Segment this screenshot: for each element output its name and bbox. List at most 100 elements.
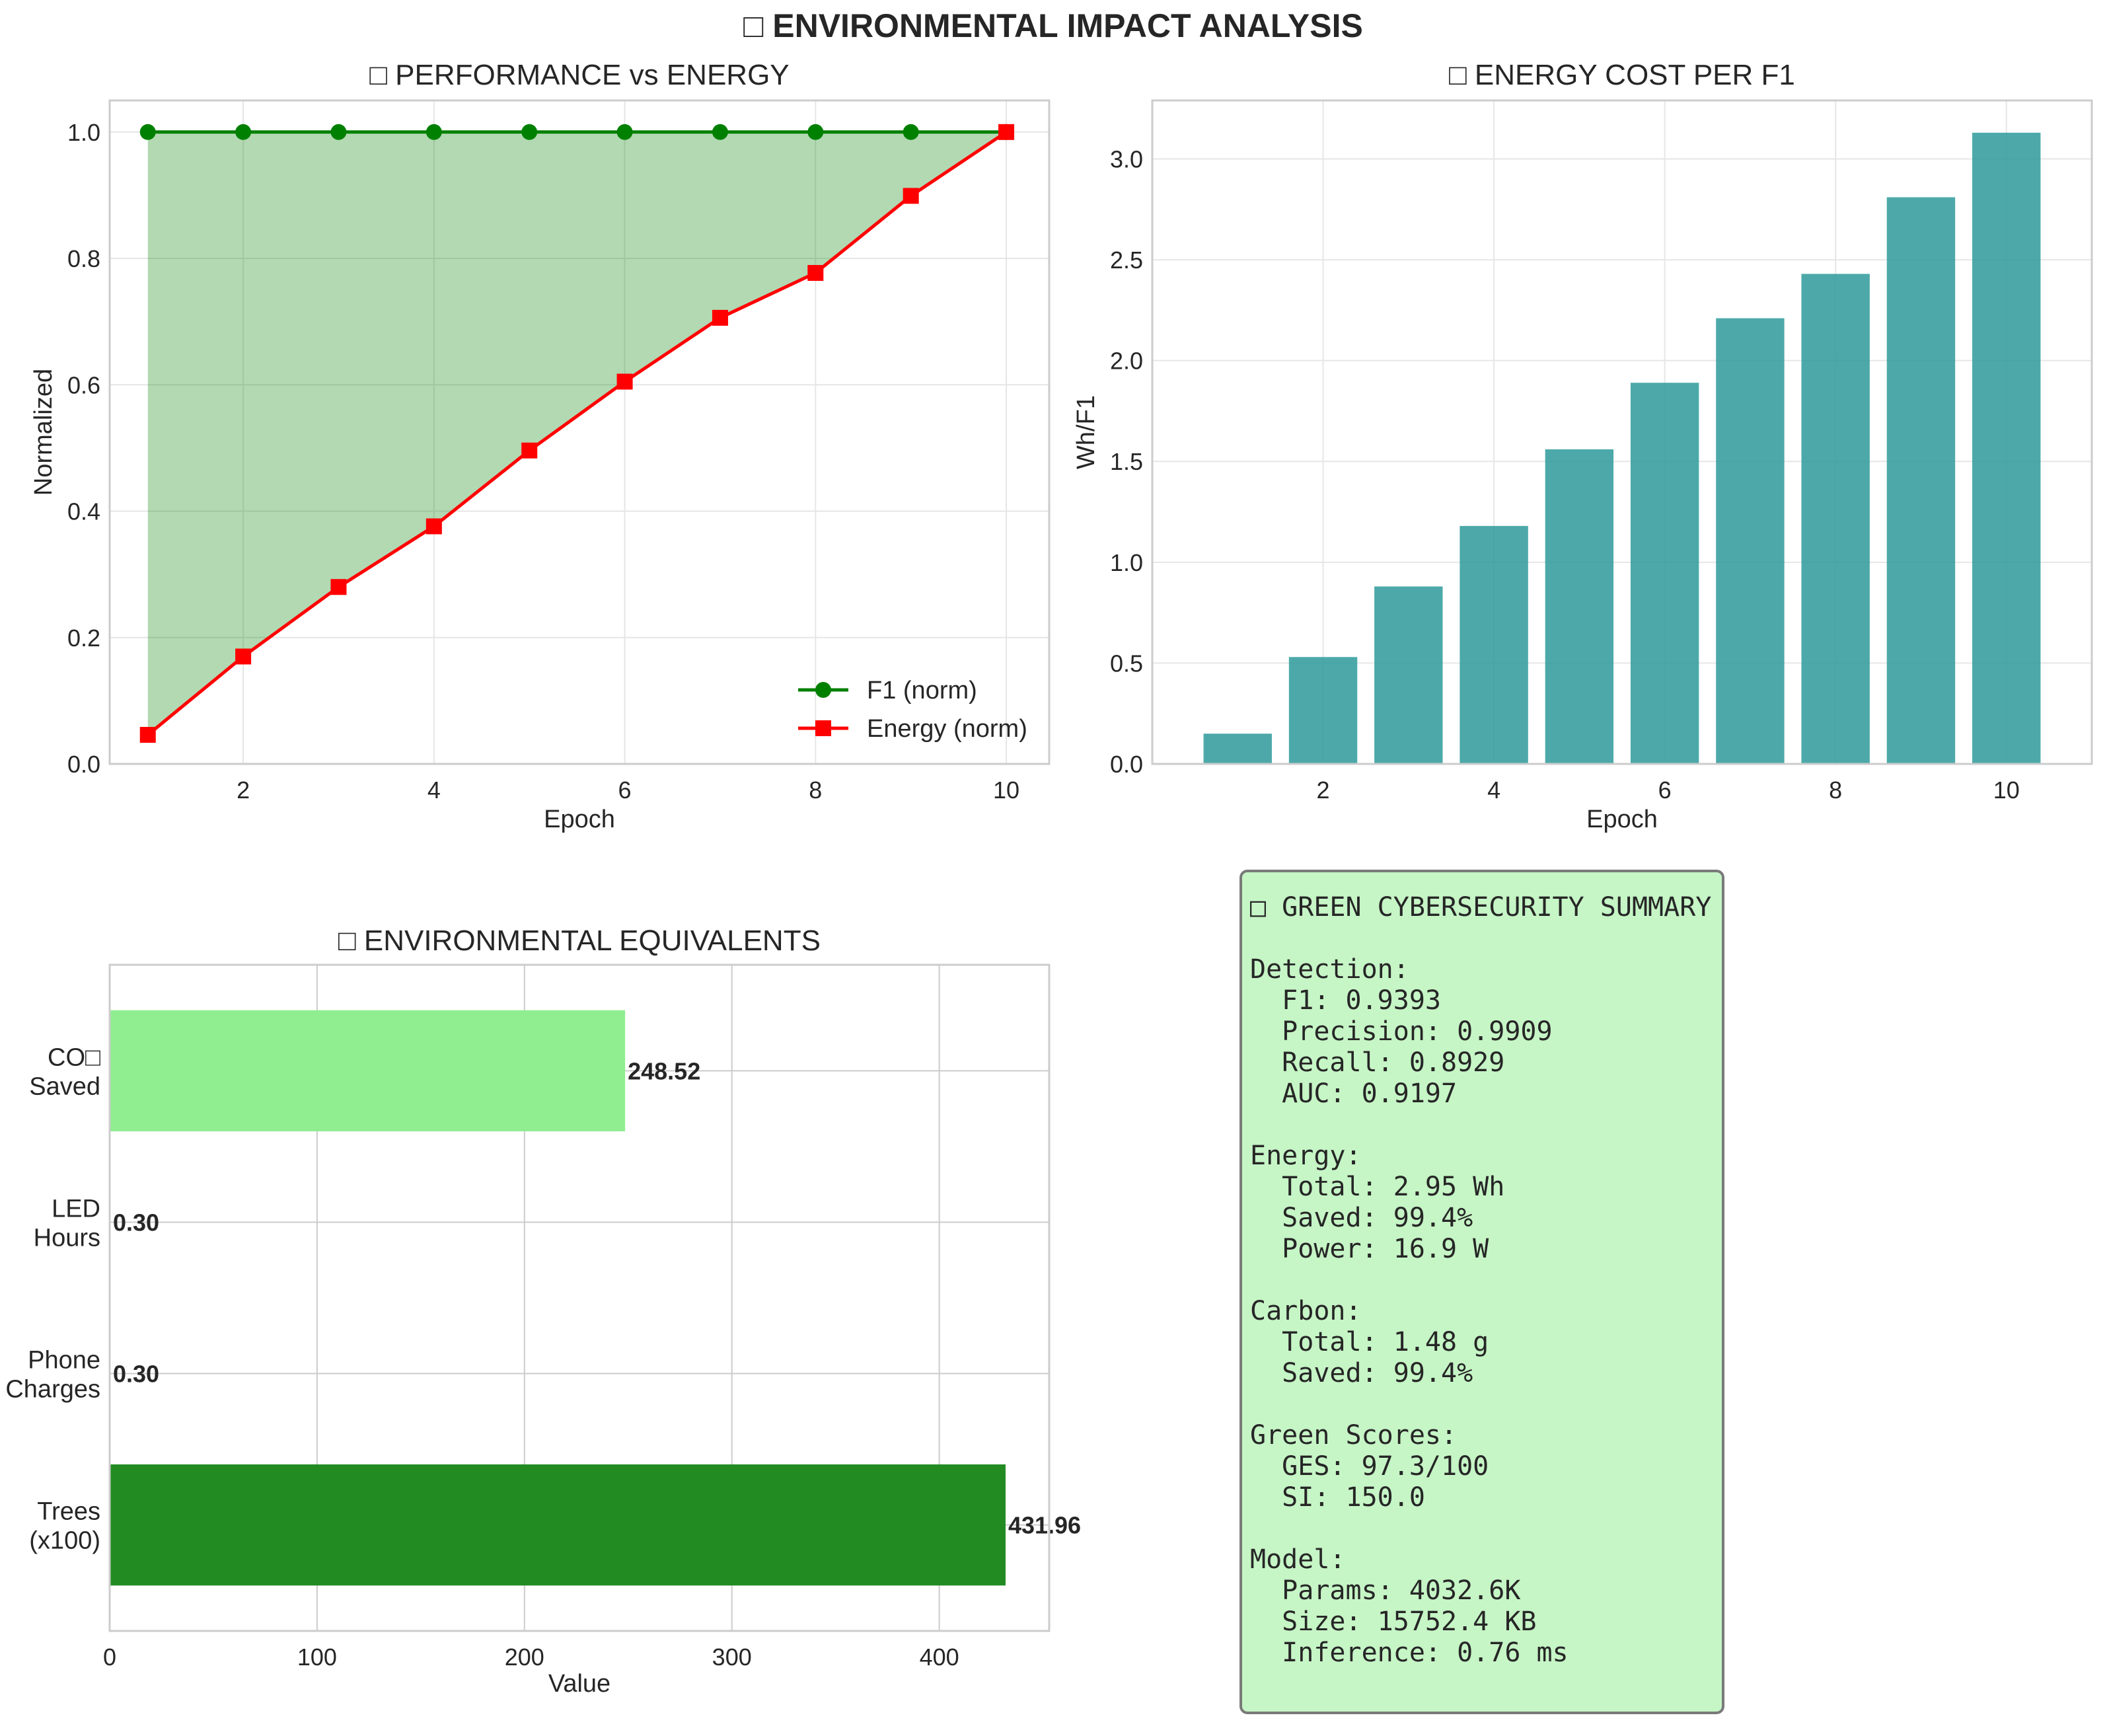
- energy-cost-bar-epoch-6: [1630, 383, 1699, 764]
- x-tick-label: 4: [427, 776, 441, 804]
- energy-marker: [425, 518, 442, 535]
- x-axis-label: Epoch: [544, 806, 615, 833]
- f1-marker: [807, 124, 824, 140]
- summary-line: Total: 2.95 Wh: [1250, 1172, 1505, 1202]
- energy-marker: [807, 265, 824, 282]
- summary-line: Power: 16.9 W: [1250, 1234, 1489, 1264]
- energy-cost-per-f1-chart: □ ENERGY COST PER F1 2 4 6 8 10 0.0 0.5 1.0 1.5 2.…: [1072, 59, 2093, 833]
- plot-frame: [1151, 99, 2093, 765]
- f1-marker: [521, 124, 538, 140]
- summary-line: F1: 0.9393: [1250, 985, 1441, 1016]
- y-tick-label: 0.5: [1110, 650, 1143, 677]
- summary-line: Inference: 0.76 ms: [1250, 1638, 1569, 1668]
- y-tick-label: 1.5: [1110, 448, 1143, 475]
- energy-cost-bar-epoch-7: [1716, 318, 1785, 764]
- y-axis-label: Wh/F1: [1072, 395, 1100, 469]
- energy-marker: [712, 309, 728, 326]
- x-axis-label: Value: [548, 1670, 610, 1698]
- x-tick-label: 8: [809, 776, 822, 804]
- legend-marker: [815, 720, 831, 736]
- energy-cost-bar-epoch-9: [1886, 197, 1956, 765]
- y-tick-label: 2.5: [1110, 246, 1143, 274]
- summary-line: AUC: 0.9197: [1250, 1078, 1458, 1109]
- equivalent-bar-3: [110, 1464, 1006, 1586]
- x-axis-label: Epoch: [1586, 806, 1658, 833]
- energy-marker: [521, 442, 538, 459]
- chart-title: □ ENVIRONMENTAL EQUIVALENTS: [338, 925, 821, 957]
- summary-line: Saved: 99.4%: [1250, 1203, 1473, 1233]
- summary-line: Saved: 99.4%: [1250, 1358, 1473, 1388]
- summary-line: Size: 15752.4 KB: [1250, 1606, 1537, 1637]
- y-tick-label: 1.0: [67, 119, 100, 146]
- series-line-energy: [147, 130, 1008, 736]
- performance-vs-energy-chart: □ PERFORMANCE vs ENERGY 2 4 6 8 10 0.0 0.2 0.4 0.…: [30, 59, 1051, 833]
- summary-line: Green Scores:: [1250, 1420, 1458, 1451]
- energy-marker: [616, 373, 633, 390]
- energy-marker: [903, 188, 919, 204]
- summary-line: Energy:: [1250, 1141, 1362, 1171]
- environmental-equivalents-chart: □ ENVIRONMENTAL EQUIVALENTS 0 100 200 300 400…: [5, 925, 1081, 1698]
- plot-frame: [108, 99, 1051, 765]
- figure-title: □ ENVIRONMENTAL IMPACT ANALYSIS: [743, 7, 1363, 44]
- y-tick-label: 3.0: [1110, 145, 1143, 172]
- x-tick-label: 300: [712, 1643, 752, 1671]
- chart-title: □ PERFORMANCE vs ENERGY: [369, 59, 789, 91]
- energy-marker: [998, 124, 1015, 140]
- y-tick-label: LED: [52, 1195, 100, 1223]
- green-cybersecurity-summary-box: □ GREEN CYBERSECURITY SUMMARY Detection: …: [1239, 870, 1724, 1714]
- summary-line: Detection:: [1250, 954, 1409, 985]
- energy-cost-bar-epoch-3: [1374, 586, 1443, 764]
- y-tick-label: CO□: [48, 1043, 100, 1071]
- x-tick-label: 10: [1993, 776, 2020, 804]
- summary-line: [1250, 1265, 1722, 1296]
- y-tick-label: 0.0: [67, 751, 100, 778]
- summary-line: [1250, 1513, 1722, 1544]
- y-tick-label: (x100): [29, 1527, 100, 1555]
- x-tick-label: 2: [237, 776, 250, 804]
- summary-line: [1250, 1110, 1722, 1141]
- y-tick-label: 0.8: [67, 245, 100, 272]
- chart-title: □ ENERGY COST PER F1: [1449, 59, 1795, 91]
- f1-marker: [330, 124, 347, 140]
- energy-marker: [139, 727, 156, 743]
- energy-cost-bar-epoch-8: [1801, 274, 1870, 765]
- f1-marker: [139, 124, 156, 140]
- x-tick-label: 2: [1317, 776, 1330, 804]
- energy-cost-bar-epoch-4: [1460, 525, 1528, 764]
- y-axis-label: Normalized: [30, 369, 57, 496]
- summary-line: GES: 97.3/100: [1250, 1451, 1489, 1482]
- y-tick-label: 1.0: [1110, 549, 1143, 576]
- x-tick-label: 8: [1829, 776, 1842, 804]
- bar-value-label: 431.96: [1008, 1512, 1081, 1539]
- energy-marker: [235, 648, 252, 665]
- x-tick-label: 100: [297, 1643, 337, 1671]
- plot-frame: [108, 963, 1051, 1632]
- summary-line: Recall: 0.8929: [1250, 1047, 1505, 1078]
- summary-line: [1250, 1389, 1722, 1420]
- y-tick-label: 0.4: [67, 498, 100, 525]
- energy-cost-bar-epoch-2: [1288, 657, 1358, 764]
- summary-line: [1250, 923, 1722, 954]
- y-tick-label: 0.2: [67, 624, 100, 652]
- f1-marker: [903, 124, 919, 140]
- energy-cost-bar-epoch-10: [1972, 132, 2041, 764]
- bar-value-label: 0.30: [113, 1209, 159, 1236]
- x-tick-label: 4: [1487, 776, 1500, 804]
- y-tick-label: 0.0: [1110, 751, 1143, 778]
- summary-line: SI: 150.0: [1250, 1482, 1425, 1513]
- x-tick-label: 6: [618, 776, 632, 804]
- summary-line: □ GREEN CYBERSECURITY SUMMARY: [1250, 892, 1712, 923]
- x-tick-label: 0: [103, 1643, 116, 1671]
- summary-line: Model:: [1250, 1544, 1346, 1575]
- summary-line: Precision: 0.9909: [1250, 1016, 1553, 1047]
- y-tick-label: 0.6: [67, 371, 100, 398]
- x-tick-label: 10: [993, 776, 1019, 804]
- f1-marker: [616, 124, 633, 140]
- x-tick-label: 200: [505, 1643, 544, 1671]
- energy-marker: [330, 579, 347, 595]
- f1-marker: [712, 124, 728, 140]
- y-tick-label: Phone: [28, 1347, 100, 1375]
- y-tick-label: Hours: [34, 1224, 100, 1252]
